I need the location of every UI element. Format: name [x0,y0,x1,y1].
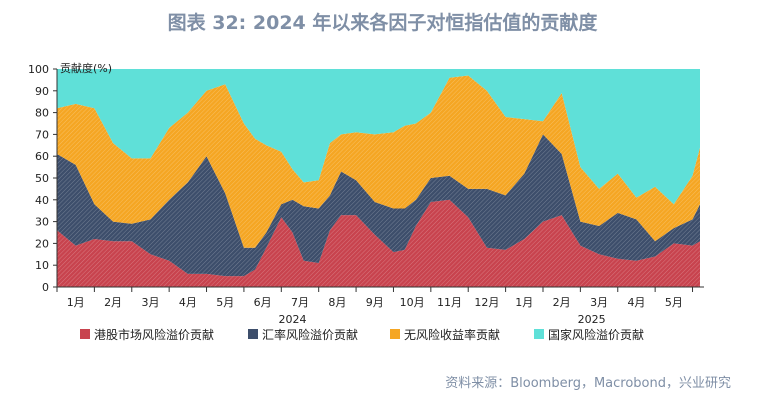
area-texture-hk-equity-risk [57,199,700,287]
axes-group: 0 10 20 30 40 50 60 70 80 90 100 1月 2月 3月 4月 5月 6月 7月 8月 9月… [28,63,704,326]
y-tick-label: 0 [42,281,49,294]
area-texture-risk-free [57,75,700,248]
source-note: 资料来源：Bloomberg，Macrobond，兴业研究 [445,376,731,391]
area-texture-group [57,75,700,287]
area-country-risk [57,69,700,205]
year-label: 2025 [578,313,606,326]
x-tick-label: 2月 [553,296,571,309]
x-tick-label: 10月 [400,296,425,309]
legend-swatch [390,329,400,339]
x-tick-label: 3月 [590,296,608,309]
x-tick-label: 12月 [474,296,499,309]
x-tick-label: 4月 [179,296,197,309]
x-tick-label: 1月 [67,296,85,309]
x-tick-label: 2月 [104,296,122,309]
legend-swatch [248,329,258,339]
legend-label: 无风险收益率贡献 [404,327,500,342]
y-tick-label: 70 [35,128,49,141]
y-tick-label: 50 [35,172,49,185]
y-tick-label: 30 [35,216,49,229]
x-tick-label: 4月 [627,296,645,309]
legend-label: 国家风险溢价贡献 [548,327,644,342]
y-tick-label: 80 [35,107,49,120]
chart-title: 图表 32: 2024 年以来各因子对恒指估值的贡献度 [167,12,598,34]
y-tick-label: 20 [35,237,49,250]
y-tick-label: 100 [28,63,49,76]
x-tick-label: 5月 [665,296,683,309]
x-tick-label: 5月 [216,296,234,309]
y-tick-label: 40 [35,194,49,207]
x-tick-label: 11月 [437,296,462,309]
y-axis-label: 贡献度(%) [60,61,112,75]
y-tick-label: 60 [35,150,49,163]
y-tick-label: 90 [35,85,49,98]
legend-label: 港股市场风险溢价贡献 [94,327,214,342]
y-tick-label: 10 [35,259,49,272]
x-tick-label: 1月 [515,296,533,309]
legend-label: 汇率风险溢价贡献 [262,327,358,342]
year-label: 2024 [279,313,307,326]
area-texture-fx-risk [57,134,700,277]
x-tick-label: 9月 [366,296,384,309]
x-tick-label: 6月 [254,296,272,309]
x-tick-label: 7月 [291,296,309,309]
x-tick-label: 8月 [328,296,346,309]
x-tick-label: 3月 [141,296,159,309]
legend-swatch [534,329,544,339]
legend: 港股市场风险溢价贡献 汇率风险溢价贡献 无风险收益率贡献 国家风险溢价贡献 [80,327,644,342]
legend-swatch [80,329,90,339]
